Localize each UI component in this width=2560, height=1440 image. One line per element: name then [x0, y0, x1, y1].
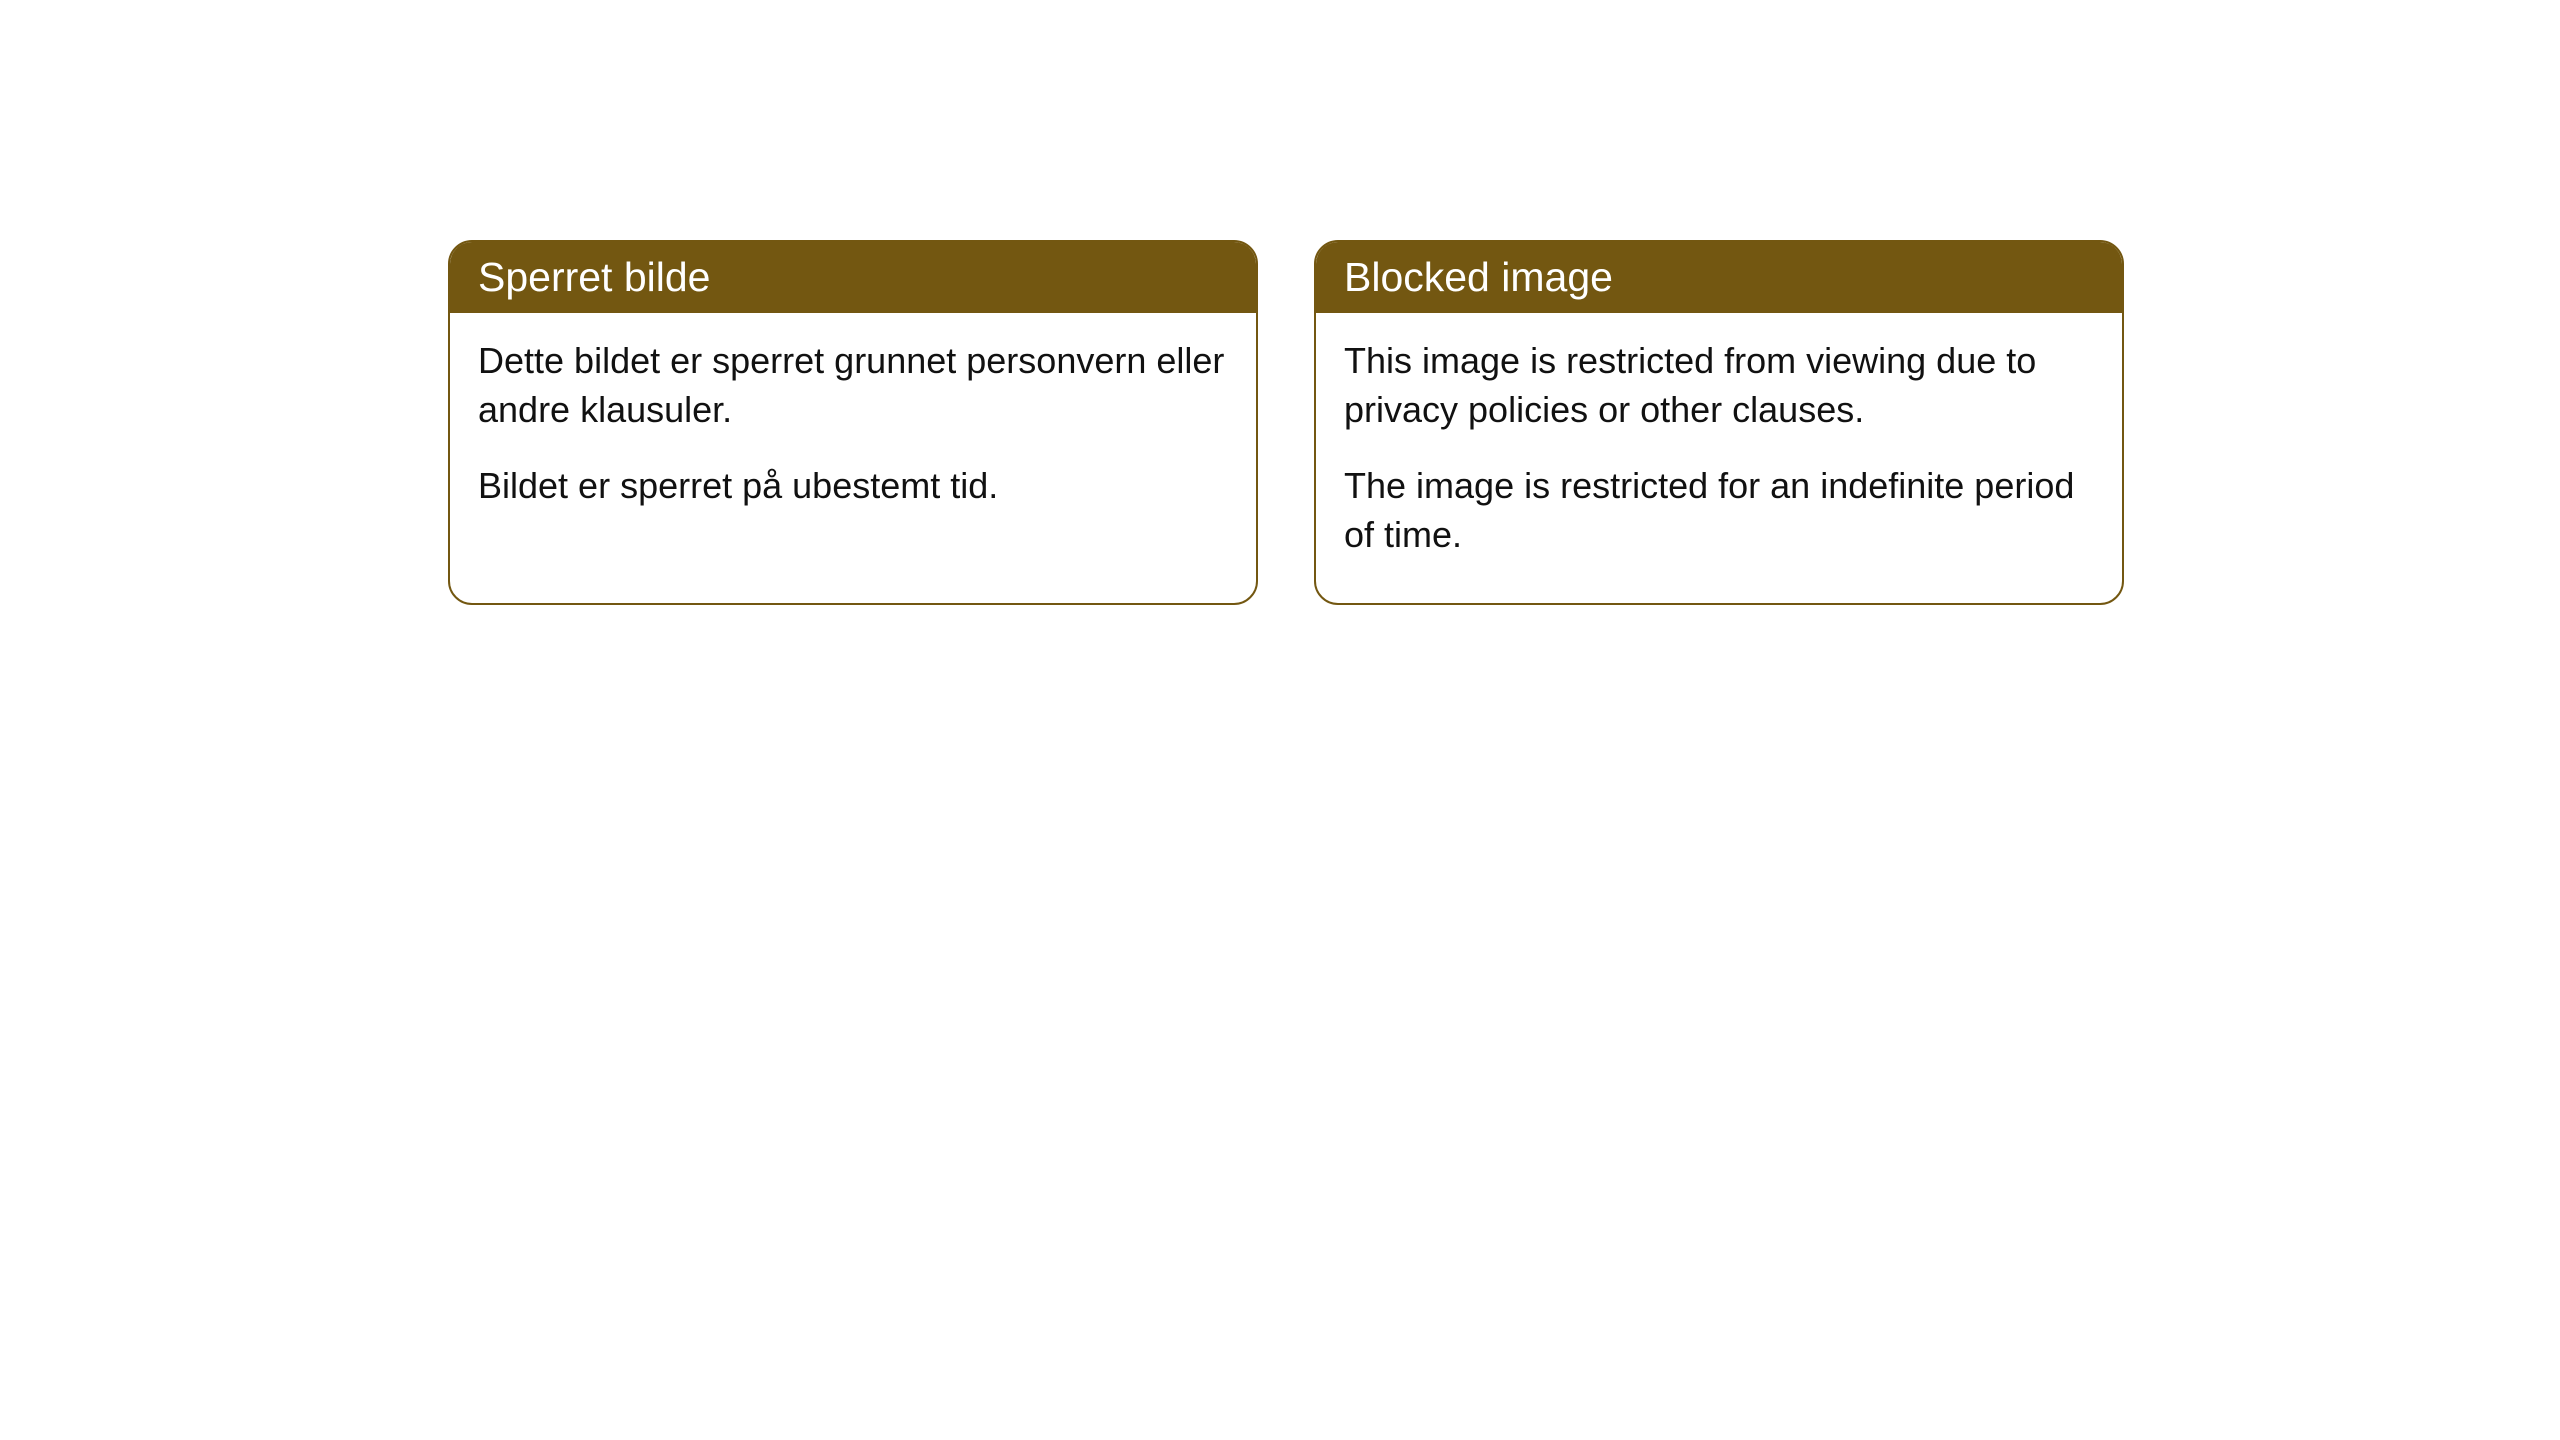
card-header-en: Blocked image	[1316, 242, 2122, 313]
card-header-no: Sperret bilde	[450, 242, 1256, 313]
card-body-en: This image is restricted from viewing du…	[1316, 313, 2122, 603]
blocked-image-card-en: Blocked image This image is restricted f…	[1314, 240, 2124, 605]
blocked-image-card-no: Sperret bilde Dette bildet er sperret gr…	[448, 240, 1258, 605]
notice-cards-container: Sperret bilde Dette bildet er sperret gr…	[448, 240, 2124, 605]
card-paragraph: Bildet er sperret på ubestemt tid.	[478, 462, 1228, 511]
card-body-no: Dette bildet er sperret grunnet personve…	[450, 313, 1256, 555]
card-paragraph: The image is restricted for an indefinit…	[1344, 462, 2094, 559]
card-paragraph: This image is restricted from viewing du…	[1344, 337, 2094, 434]
card-paragraph: Dette bildet er sperret grunnet personve…	[478, 337, 1228, 434]
